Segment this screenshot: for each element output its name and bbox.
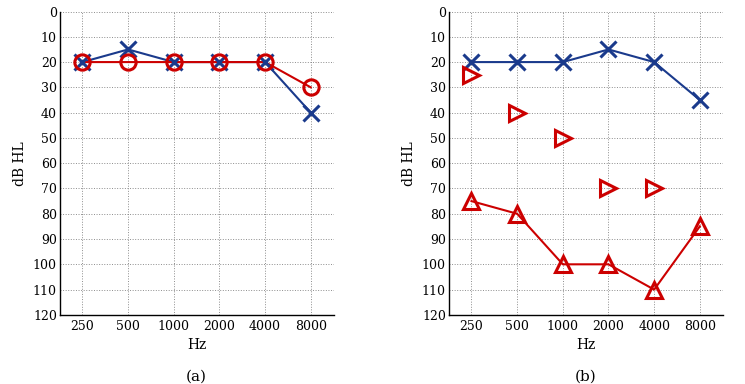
X-axis label: Hz: Hz <box>187 338 206 352</box>
Text: (b): (b) <box>575 369 597 384</box>
X-axis label: Hz: Hz <box>576 338 595 352</box>
Y-axis label: dB HL: dB HL <box>13 141 28 185</box>
Y-axis label: dB HL: dB HL <box>402 141 416 185</box>
Text: (a): (a) <box>186 369 207 384</box>
